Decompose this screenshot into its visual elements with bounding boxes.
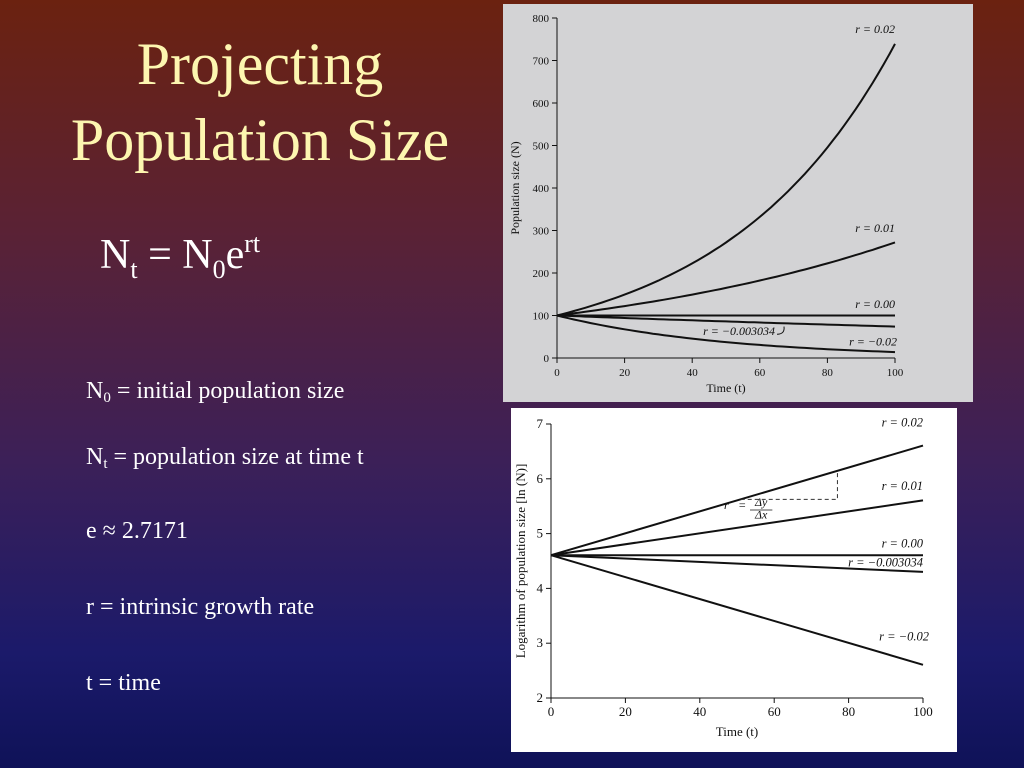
series-label-r-neg-0-02: r = −0.02 <box>879 629 929 643</box>
x-tick-label: 80 <box>842 704 855 719</box>
series-line-r-0-01 <box>556 241 896 317</box>
formula-n0-sub: 0 <box>212 255 226 284</box>
series-label-r-0-02: r = 0.02 <box>855 22 895 36</box>
x-tick-label: 0 <box>554 367 560 379</box>
series-label-r-0-00: r = 0.00 <box>855 297 895 311</box>
series-label-r-0-01: r = 0.01 <box>882 479 923 493</box>
series-label-r-0-01: r = 0.01 <box>855 221 895 235</box>
series-line-r-0-02 <box>556 314 896 354</box>
definition-symbol: r = intrinsic growth rate <box>86 594 315 620</box>
series-label-r-0-00: r = 0.00 <box>882 536 924 550</box>
growth-formula: Nt = N0ert <box>100 229 261 283</box>
formula-lhs: N <box>100 232 131 278</box>
x-tick-label: 60 <box>754 367 766 379</box>
slope-label-r: r <box>724 498 729 512</box>
y-tick-label: 2 <box>537 690 544 705</box>
y-tick-label: 200 <box>533 268 550 280</box>
series-line-r-0-02 <box>550 554 924 666</box>
formula-eq: = N <box>137 232 213 278</box>
y-tick-label: 0 <box>544 353 550 365</box>
definition-n0: N0 = initial population size <box>86 378 345 406</box>
series-line-r-0-003034 <box>556 314 896 328</box>
definition-subscript: t <box>103 456 108 472</box>
definition-r: r = intrinsic growth rate <box>86 594 314 621</box>
series-line-r-0-02 <box>550 444 924 557</box>
y-tick-label: 300 <box>533 226 550 238</box>
x-tick-label: 20 <box>619 367 631 379</box>
x-tick-label: 100 <box>913 704 933 719</box>
x-axis-title: Time (t) <box>706 381 745 395</box>
x-tick-label: 100 <box>887 367 904 379</box>
x-tick-label: 20 <box>619 704 632 719</box>
y-tick-label: 100 <box>533 311 550 323</box>
definition-subscript: 0 <box>103 390 111 406</box>
y-tick-label: 7 <box>537 416 544 431</box>
slope-label-dx: Δx <box>754 507 768 521</box>
y-tick-label: 6 <box>537 471 544 486</box>
definition-symbol: e ≈ 2.7171 <box>86 518 188 544</box>
slope-label-eq: = <box>739 498 746 512</box>
definition-t: t = time <box>86 670 161 697</box>
formula-exp: rt <box>244 229 261 258</box>
callout-leader-line <box>776 326 785 335</box>
series-label-r-neg-0-02: r = −0.02 <box>849 334 897 348</box>
definition-symbol: t = time <box>86 670 161 696</box>
series-label-r-neg-0-003034: r = −0.003034 <box>848 555 923 569</box>
log-chart-panel: 2 3 4 5 6 7 0 20 40 60 80 100 Time (t) Logarithm of p… <box>511 408 957 752</box>
series-label-r-0-02: r = 0.02 <box>882 416 923 430</box>
definition-e: e ≈ 2.7171 <box>86 518 188 545</box>
y-axis-title: Population size (N) <box>508 141 522 234</box>
chart-background <box>503 4 973 402</box>
definition-nt: Nt = population size at time t <box>86 444 364 472</box>
definition-text: = initial population size <box>110 378 345 404</box>
y-axis-title: Logarithm of population size [ln (N)] <box>513 464 528 659</box>
x-tick-label: 0 <box>548 704 555 719</box>
slide-title: Projecting Population Size <box>40 26 480 178</box>
series-line-r-0-003034 <box>550 554 924 573</box>
definition-symbol: N <box>86 444 104 470</box>
y-tick-label: 4 <box>537 580 544 595</box>
definition-symbol: N <box>86 378 104 404</box>
definition-text: = population size at time t <box>107 444 364 470</box>
formula-lhs-sub: t <box>130 255 138 284</box>
x-tick-label: 80 <box>822 367 834 379</box>
formula-base: e <box>225 232 245 278</box>
slope-triangle-dashed <box>740 470 838 500</box>
x-tick-label: 40 <box>687 367 699 379</box>
slope-label-dy: Δy <box>754 495 768 509</box>
exponential-chart-panel: 0 100 200 300 400 500 600 700 800 0 20 40 60 80 100 Tim… <box>503 4 973 402</box>
y-tick-label: 600 <box>533 98 550 110</box>
series-line-r-0-02 <box>556 43 896 317</box>
x-axis-title: Time (t) <box>716 724 759 739</box>
exponential-growth-chart: 0 100 200 300 400 500 600 700 800 0 20 40 60 80 100 Tim… <box>503 4 973 402</box>
y-tick-label: 800 <box>533 13 550 25</box>
y-tick-label: 3 <box>537 635 544 650</box>
log-population-chart: 2 3 4 5 6 7 0 20 40 60 80 100 Time (t) Logarithm of p… <box>511 408 957 752</box>
x-tick-label: 40 <box>693 704 706 719</box>
series-label-r-neg-0-003034: r = −0.003034 <box>703 324 775 338</box>
y-tick-label: 700 <box>533 56 550 68</box>
y-tick-label: 5 <box>537 526 544 541</box>
series-line-r-0-01 <box>550 499 924 557</box>
y-tick-label: 500 <box>533 141 550 153</box>
y-tick-label: 400 <box>533 183 550 195</box>
chart-background <box>511 408 957 752</box>
x-tick-label: 60 <box>768 704 781 719</box>
slide-title-line2: Population Size <box>70 107 450 173</box>
slide-title-line1: Projecting <box>136 31 384 97</box>
